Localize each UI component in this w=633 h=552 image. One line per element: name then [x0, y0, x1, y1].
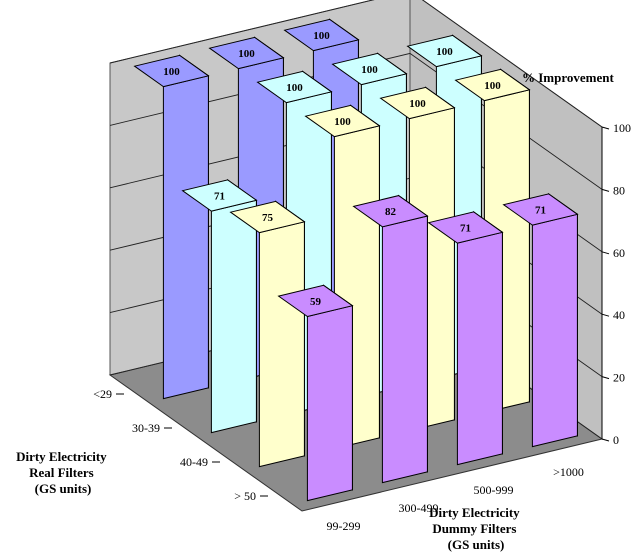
bar-front-face — [306, 305, 353, 502]
bar-top-face — [304, 104, 381, 138]
real-category-label: 30-39 — [132, 421, 160, 435]
bar-front-face — [381, 215, 428, 484]
bar-value-label: 100 — [484, 80, 501, 92]
z-tick-mark-20 — [601, 376, 610, 380]
bar-value-label: 71 — [214, 190, 225, 202]
bar-value-label: 75 — [262, 212, 274, 224]
z-tick-label: 100 — [613, 121, 631, 135]
bar: 75 — [229, 200, 306, 468]
bar-top-face — [181, 179, 258, 212]
z-tick-label: 40 — [613, 308, 625, 322]
bar-value-label: 100 — [436, 46, 453, 58]
dummy-filters-axis-title-line3: (GS units) — [448, 537, 505, 552]
z-axis-ticks: 0 20 40 60 80 100 — [601, 121, 631, 447]
bar: 59 — [277, 284, 354, 502]
real-category-label: > 50 — [234, 489, 256, 503]
bar-top-face — [208, 36, 285, 70]
bar-value-label: 82 — [385, 206, 397, 218]
real-category-label: <29 — [93, 387, 112, 401]
z-tick-label: 80 — [613, 183, 625, 197]
real-category-label: 40-49 — [180, 455, 208, 469]
z-tick-mark-80 — [601, 188, 610, 192]
bar-top-face — [229, 200, 306, 234]
z-tick-mark-0 — [601, 438, 610, 442]
gridline-80 — [109, 52, 603, 190]
dummy-filters-axis-title-line1: Dirty Electricity — [429, 505, 520, 520]
z-tick-label: 60 — [613, 246, 625, 260]
bar-value-label: 100 — [313, 30, 330, 42]
bar-top-face — [502, 193, 579, 226]
real-filters-axis-title-line1: Dirty Electricity — [16, 449, 107, 464]
z-tick-label: 0 — [613, 433, 619, 447]
chart-bars: 100 100 100 71 100 100 100 75 100 100 100 59 82 71 71 — [133, 18, 579, 502]
dummy-filters-axis-title: Dirty Electricity Dummy Filters (GS unit… — [429, 505, 523, 552]
z-tick-mark-100 — [601, 126, 610, 130]
bar-top-face — [283, 18, 360, 52]
bar: 82 — [352, 194, 429, 484]
bar: 71 — [502, 192, 579, 448]
bar-top-face — [454, 68, 531, 102]
bar: 100 — [133, 54, 210, 400]
bar-top-face — [277, 284, 354, 318]
bar: 71 — [181, 178, 258, 434]
bar-top-face — [331, 52, 408, 86]
bar-front-face — [531, 213, 578, 448]
z-axis-title: % Improvement — [522, 70, 615, 85]
bar-value-label: 71 — [460, 222, 471, 234]
bar-value-label: 100 — [361, 64, 378, 76]
dummy-category-label: >1000 — [553, 465, 584, 479]
bar-top-face — [133, 54, 210, 88]
bar: 100 — [454, 68, 531, 414]
bar-value-label: 100 — [163, 66, 180, 78]
z-tick-label: 20 — [613, 371, 625, 385]
gridline-100 — [109, 0, 603, 128]
real-filters-axis-title-line3: (GS units) — [35, 481, 92, 496]
bar-top-face — [379, 86, 456, 120]
bar-top-face — [256, 70, 333, 104]
bar-value-label: 59 — [310, 296, 322, 308]
dummy-category-label: 500-999 — [474, 483, 514, 497]
bar-value-label: 100 — [409, 98, 426, 110]
bar-top-face — [406, 34, 483, 68]
real-filters-axis-title-line2: Real Filters — [29, 465, 94, 480]
bar-front-face — [456, 231, 503, 466]
bar-value-label: 71 — [535, 204, 546, 216]
dummy-filters-axis-title-line2: Dummy Filters — [432, 521, 516, 536]
dummy-category-label: 300-499 — [399, 501, 439, 515]
real-filters-axis-title: Dirty Electricity Real Filters (GS units… — [16, 449, 110, 496]
z-tick-mark-40 — [601, 313, 610, 317]
bar-front-face — [210, 199, 257, 434]
bar: 71 — [427, 210, 504, 466]
z-tick-mark-60 — [601, 251, 610, 255]
bar-value-label: 100 — [238, 48, 255, 60]
bar-top-face — [352, 195, 429, 228]
bar-value-label: 100 — [334, 116, 351, 128]
bar-front-face — [162, 75, 209, 400]
category-labels: <29 30-39 40-49 > 50 99-299 300-499 500-999 >10… — [93, 387, 584, 533]
bar-front-face — [258, 221, 305, 468]
bar-value-label: 100 — [286, 82, 303, 94]
dummy-category-label: 99-299 — [327, 519, 361, 533]
bar-top-face — [427, 211, 504, 244]
